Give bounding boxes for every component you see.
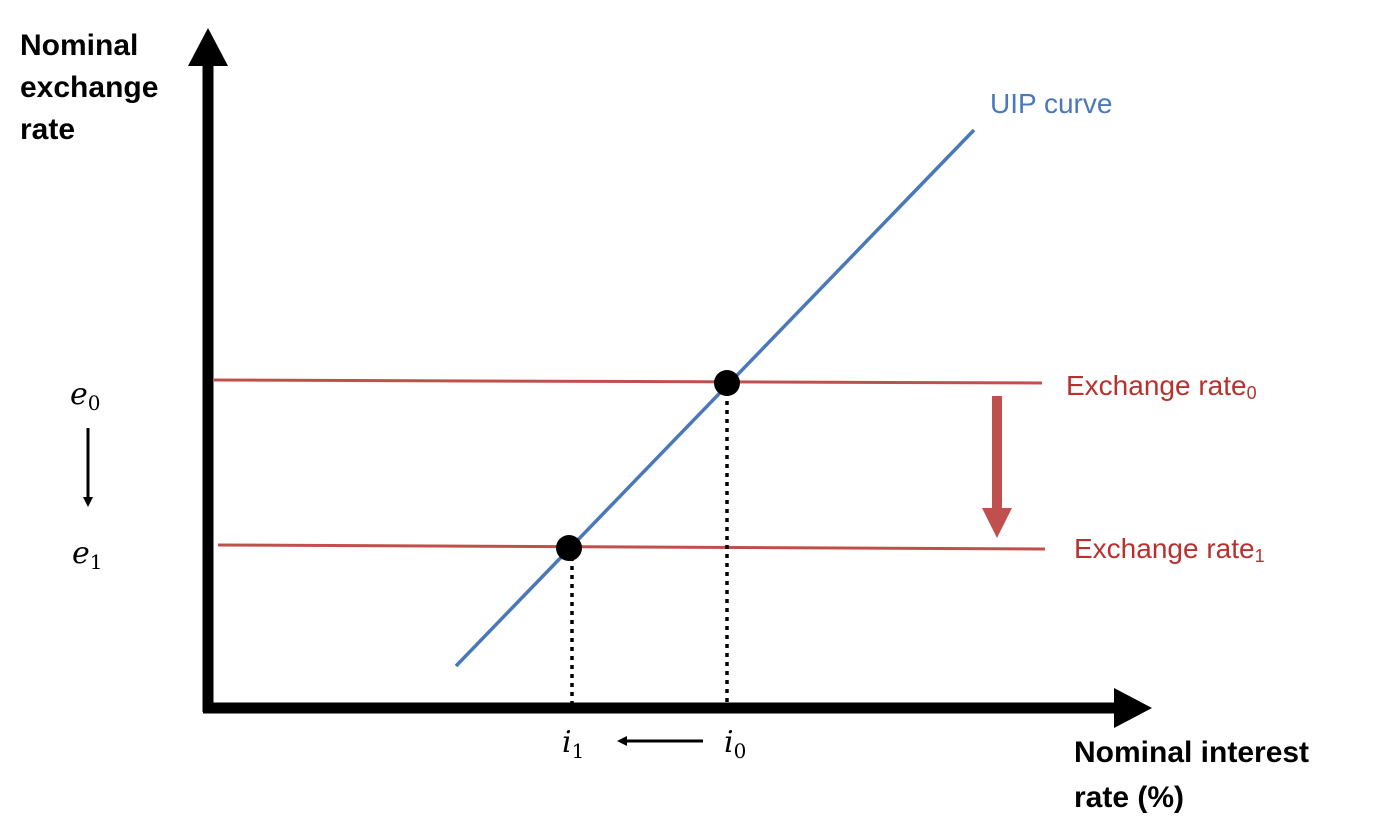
exchange-rate-1-label-sub: 1 bbox=[1255, 546, 1265, 566]
exchange-rate-0-label-base: Exchange rate bbox=[1066, 370, 1247, 401]
x-axis-label-line-1: Nominal interest bbox=[1074, 736, 1309, 769]
i0-subscript: 0 bbox=[734, 739, 747, 763]
i1-symbol: i bbox=[562, 725, 572, 760]
e1-subscript: 1 bbox=[90, 550, 103, 574]
exchange-rate-1-label: Exchange rate1 bbox=[1074, 533, 1265, 566]
x-axis-arrowhead bbox=[1114, 688, 1152, 728]
x-axis-label-line-2: rate (%) bbox=[1074, 781, 1184, 814]
exchange-rate-1-label-base: Exchange rate bbox=[1074, 533, 1255, 564]
y-axis-arrowhead bbox=[188, 28, 228, 66]
e1-label: e1 bbox=[72, 536, 103, 574]
i0-symbol: i bbox=[724, 725, 734, 760]
e0-symbol: e bbox=[70, 377, 88, 412]
y-axis-label: Nominal exchange rate bbox=[20, 29, 167, 146]
i0-label: i0 bbox=[724, 725, 746, 763]
exchange-rate-0-label-sub: 0 bbox=[1247, 383, 1257, 403]
shift-arrow-head bbox=[982, 508, 1012, 538]
y-axis-label-line-2: exchange bbox=[20, 71, 158, 104]
e1-symbol: e bbox=[72, 536, 90, 571]
exchange-rate-0-line bbox=[213, 378, 1043, 385]
exchange-rate-1-line bbox=[217, 543, 1046, 551]
uip-curve-label: UIP curve bbox=[990, 88, 1112, 119]
exchange-rate-0-label: Exchange rate0 bbox=[1066, 370, 1257, 403]
y-axis-label-line-3: rate bbox=[20, 113, 75, 146]
e0-label: e0 bbox=[70, 377, 101, 415]
i1-subscript: 1 bbox=[572, 739, 585, 763]
equilibrium-point-0 bbox=[714, 370, 740, 396]
i1-label: i1 bbox=[562, 725, 584, 763]
e0-subscript: 0 bbox=[88, 391, 101, 415]
equilibrium-point-1 bbox=[556, 535, 582, 561]
y-axis-label-line-1: Nominal bbox=[20, 29, 138, 62]
x-axis-label: Nominal interest rate (%) bbox=[1074, 736, 1317, 814]
uip-curve-line bbox=[454, 128, 976, 668]
